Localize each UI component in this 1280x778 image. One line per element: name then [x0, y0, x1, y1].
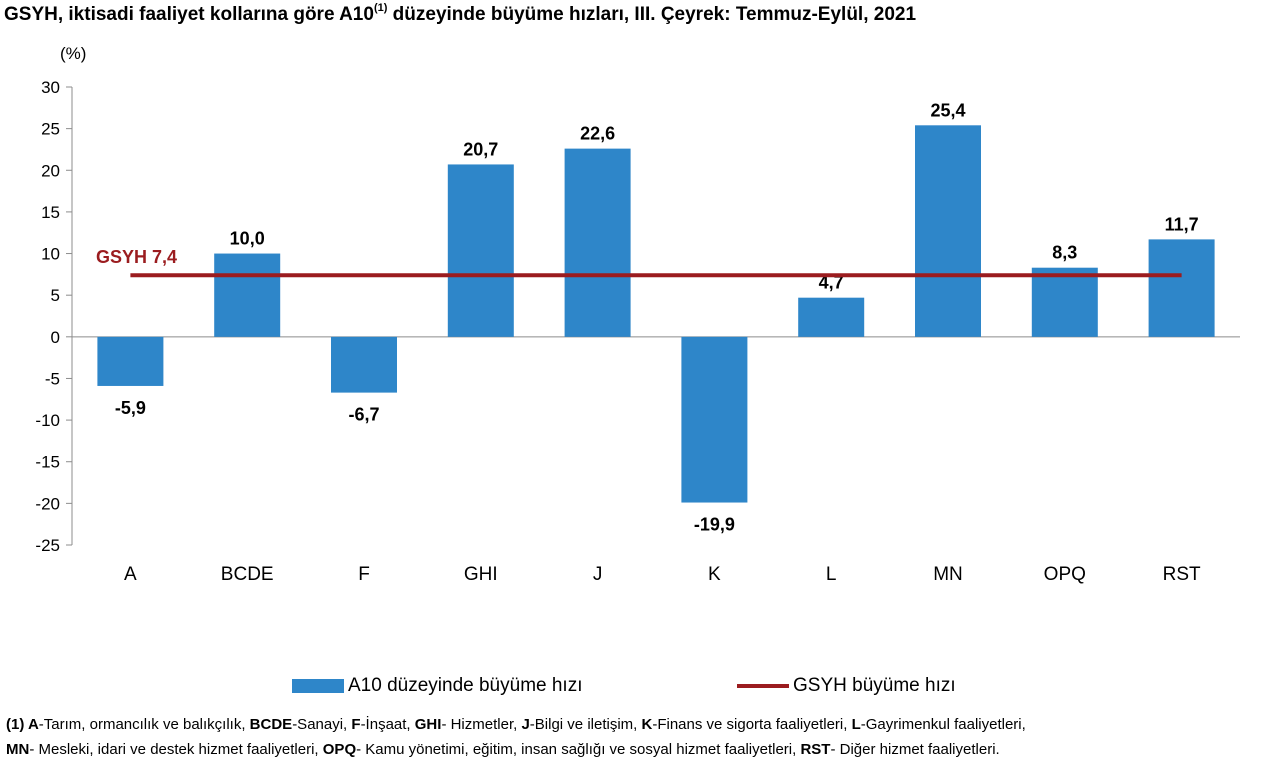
footnote-code: F [351, 716, 361, 733]
bar-value-label: 20,7 [463, 139, 498, 159]
x-tick-label: GHI [464, 564, 498, 585]
footnote-text: -Sanayi, [292, 716, 352, 733]
bar-rst [1148, 239, 1215, 337]
bar-j [564, 148, 631, 337]
y-tick-label: -20 [35, 494, 60, 513]
footnote-text: -Finans ve sigorta faaliyetleri, [652, 716, 852, 733]
footnote-code: MN [6, 741, 30, 758]
footnote-code: (1) A [6, 716, 39, 733]
bar-value-label: 4,7 [819, 273, 844, 293]
y-tick-label: 5 [51, 286, 60, 305]
legend-bar-label: A10 düzeyinde büyüme hızı [348, 675, 583, 696]
bar-value-label: 10,0 [230, 229, 265, 249]
footnote-text: - Diğer hizmet faaliyetleri. [830, 741, 1000, 758]
bar-value-label: -19,9 [694, 515, 735, 535]
y-tick-label: -15 [35, 453, 60, 472]
legend-line-swatch [737, 684, 789, 688]
footnote-code: OPQ [322, 741, 357, 758]
legend-item-bars: A10 düzeyinde büyüme hızı [292, 672, 583, 700]
footnote-text: - Kamu yönetimi, eğitim, insan sağlığı v… [356, 741, 801, 758]
footnote-code: RST [800, 741, 831, 758]
bar-value-label: 25,4 [930, 100, 965, 120]
footnote-code: GHI [414, 716, 442, 733]
x-tick-label: F [358, 564, 370, 585]
y-tick-label: 30 [41, 78, 60, 97]
footnote-code: BCDE [249, 716, 293, 733]
y-tick-label: 15 [41, 203, 60, 222]
footnote-text: - Hizmetler, [441, 716, 522, 733]
bar-l [798, 297, 865, 337]
footnote-code: J [521, 716, 530, 733]
footnote-text: - Mesleki, idari ve destek hizmet faaliy… [29, 741, 323, 758]
bar-bcde [214, 253, 281, 337]
x-tick-label: L [826, 564, 837, 585]
legend-bar-swatch [292, 679, 344, 693]
footnote-text: -Tarım, ormancılık ve balıkçılık, [38, 716, 250, 733]
footnote-line: MN- Mesleki, idari ve destek hizmet faal… [6, 737, 1278, 762]
x-tick-label: A [124, 564, 137, 585]
bar-a [97, 336, 164, 386]
x-tick-label: MN [933, 564, 963, 585]
bar-chart: (%)30 25 20 15 10 5 0 -5 -10 -15 -20 -25 -5,9 A 10,0 BC… [35, 44, 1240, 585]
legend-line-label: GSYH büyüme hızı [793, 675, 956, 696]
footnote-text: -Gayrimenkul faaliyetleri, [860, 716, 1026, 733]
bar-k [681, 336, 748, 503]
bar-opq [1031, 267, 1098, 337]
legend: A10 düzeyinde büyüme hızı GSYH büyüme hı… [0, 672, 1280, 700]
bar-ghi [447, 164, 514, 337]
bar-value-label: -5,9 [115, 398, 146, 418]
x-tick-label: BCDE [221, 564, 274, 585]
bar-value-label: 8,3 [1052, 243, 1077, 263]
bar-value-label: -6,7 [348, 405, 379, 425]
footnote: (1) A-Tarım, ormancılık ve balıkçılık, B… [6, 712, 1278, 762]
bar-value-label: 11,7 [1165, 214, 1199, 234]
x-tick-label: RST [1163, 564, 1201, 585]
chart-title: GSYH, iktisadi faaliyet kollarına göre A… [4, 2, 917, 25]
y-tick-label: -10 [35, 411, 60, 430]
y-tick-label: 0 [51, 328, 60, 347]
bar-value-label: 22,6 [580, 124, 615, 144]
y-unit-label: (%) [60, 44, 86, 63]
footnote-line: (1) A-Tarım, ormancılık ve balıkçılık, B… [6, 712, 1278, 737]
x-tick-label: K [708, 564, 721, 585]
footnote-text: -Bilgi ve iletişim, [529, 716, 642, 733]
legend-item-line: GSYH büyüme hızı [737, 672, 956, 700]
y-tick-label: -5 [45, 369, 60, 388]
footnote-text: -İnşaat, [360, 716, 415, 733]
y-tick-label: -25 [35, 536, 60, 555]
footnote-code: K [641, 716, 653, 733]
bar-mn [915, 125, 981, 337]
gsyh-reference-label: GSYH 7,4 [96, 247, 177, 267]
y-tick-label: 20 [41, 161, 60, 180]
x-tick-label: OPQ [1044, 564, 1086, 585]
footnote-code: L [851, 716, 861, 733]
bar-f [331, 336, 397, 393]
x-tick-label: J [593, 564, 603, 585]
y-tick-label: 10 [41, 245, 60, 264]
y-tick-label: 25 [41, 120, 60, 139]
